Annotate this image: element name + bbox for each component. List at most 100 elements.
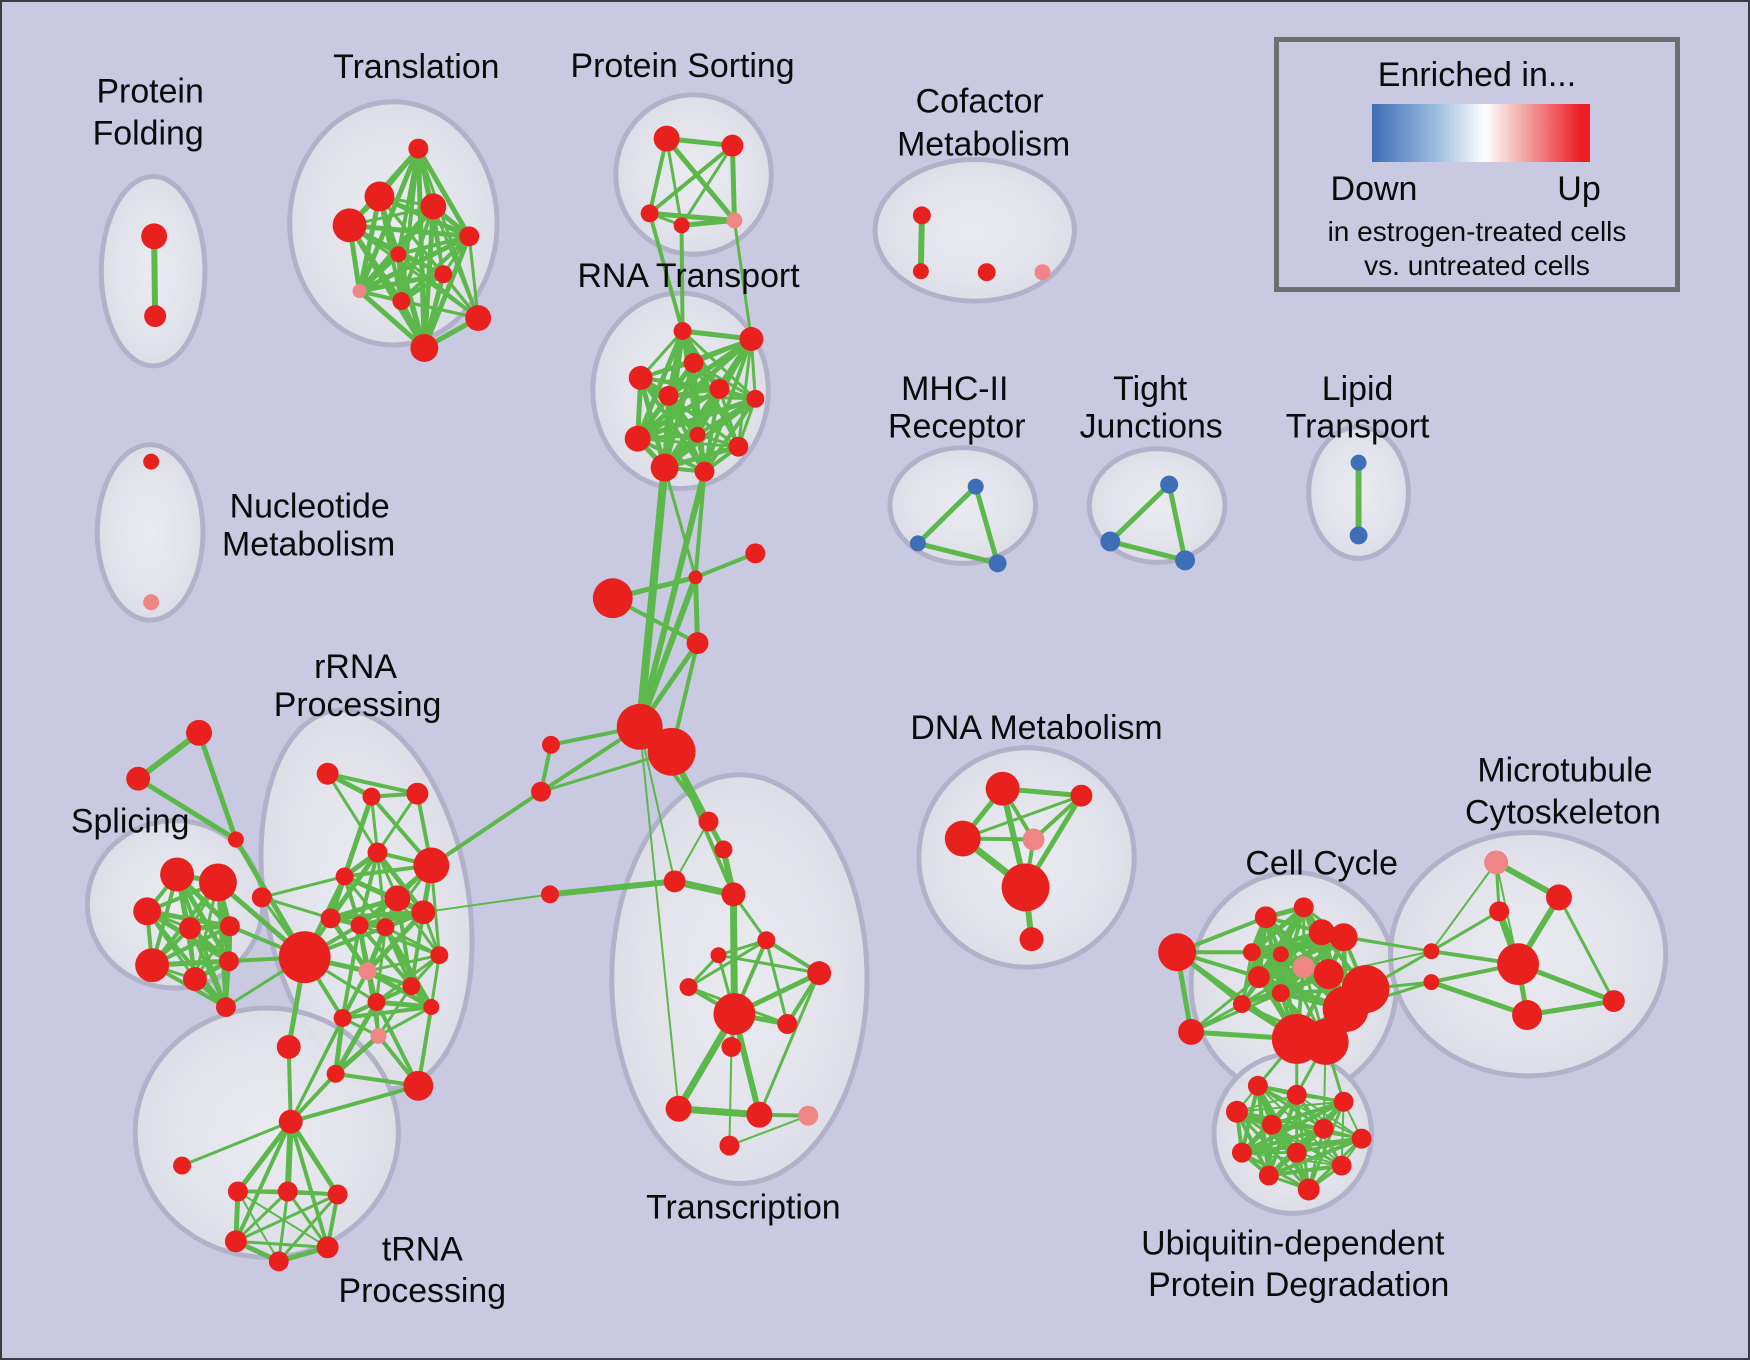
edge-microtubule xyxy=(1430,861,1498,953)
node-red-transcription xyxy=(710,947,727,964)
cluster-microtubule-label-line2: Cytoskeleton xyxy=(1465,794,1661,832)
edge-trna xyxy=(288,1119,341,1197)
node-red-translation xyxy=(392,292,411,311)
edge-mhc xyxy=(915,484,979,546)
node-red-dna xyxy=(1001,863,1050,912)
edge-translation xyxy=(399,299,480,320)
node-red-microtubule xyxy=(1423,943,1440,960)
node-red-rna-transport xyxy=(689,426,706,443)
node-red-transcription xyxy=(679,978,698,997)
node-red-rrna xyxy=(335,867,354,886)
edge-rrna xyxy=(366,953,441,973)
node-red-transcription xyxy=(757,931,776,950)
node-red-rrna xyxy=(406,782,429,805)
node-red-rrna xyxy=(316,762,339,785)
node-blue-tight-junctions xyxy=(1100,531,1121,552)
cluster-mhc-label-line2: Receptor xyxy=(888,408,1025,446)
node-red-rna-transport xyxy=(628,365,653,390)
edge-protein-sorting xyxy=(665,137,684,227)
node-red-transcription xyxy=(721,882,746,907)
node-blue-mhc xyxy=(988,554,1007,573)
node-red-net xyxy=(647,727,696,776)
node-red-splicing xyxy=(135,948,170,983)
node-blue-lipid-transport xyxy=(1350,454,1367,471)
edge-trna xyxy=(286,1044,293,1124)
node-red-net xyxy=(541,735,560,754)
node-blue-lipid-transport xyxy=(1349,526,1368,545)
node-red-splicing xyxy=(133,897,162,926)
edge-translation xyxy=(399,234,472,304)
node-red-translation xyxy=(332,208,367,243)
node-red-transcription xyxy=(665,1095,692,1122)
cluster-protein-sorting-label: Protein Sorting xyxy=(571,47,795,85)
edge-cell-cycle xyxy=(1189,975,1261,1034)
edge-rrna xyxy=(340,923,362,1020)
edge-net xyxy=(693,574,701,646)
node-red-rna-transport xyxy=(658,385,679,406)
edge-link-cell-cycle-microtubule xyxy=(1327,950,1433,976)
cluster-mhc-label: MHC-II xyxy=(901,370,1008,408)
edge-transcription xyxy=(687,938,768,989)
edge-ubiquitin xyxy=(1266,1163,1344,1178)
edge-cell-cycle xyxy=(1189,991,1283,1034)
node-red-trna xyxy=(327,1184,348,1205)
edge-microtubule xyxy=(1429,909,1501,953)
node-red-protein-sorting xyxy=(640,204,659,223)
edge-rrna xyxy=(374,1000,421,1088)
cluster-protein-folding-label: Protein xyxy=(96,73,203,111)
edge-protein-sorting xyxy=(679,217,737,228)
node-red-protein-sorting xyxy=(673,217,690,234)
node-red-rrna xyxy=(430,946,449,965)
node-red-translation xyxy=(420,193,447,220)
node-red-net xyxy=(540,885,559,904)
cluster-microtubule-label: Microtubule xyxy=(1477,752,1652,790)
cluster-tight-junctions-label: Tight xyxy=(1113,370,1188,408)
node-red-rna-transport xyxy=(728,436,749,457)
node-red-cofactor xyxy=(977,263,996,282)
node-red-trna xyxy=(227,1181,248,1202)
node-red-net xyxy=(531,781,551,802)
node-blue-tight-junctions xyxy=(1160,475,1179,494)
cluster-ubiquitin-label-line2: Protein Degradation xyxy=(1148,1266,1449,1304)
node-red-trna xyxy=(224,1230,247,1253)
node-red-microtubule xyxy=(1497,943,1540,986)
edge-rrna xyxy=(333,1015,346,1077)
cluster-nucleotide-ellipse xyxy=(94,442,206,623)
node-red-rrna xyxy=(350,916,369,935)
node-red-rrna xyxy=(333,1009,352,1027)
node-red-rrna xyxy=(278,931,331,984)
node-red-splicing xyxy=(219,916,240,937)
node-red-microtubule xyxy=(1602,990,1625,1013)
cluster-tight-junctions-ellipse xyxy=(1086,446,1228,565)
cluster-translation-label: Translation xyxy=(333,48,499,86)
node-red-rrna xyxy=(251,887,272,908)
node-red-cell-cycle xyxy=(1293,897,1314,918)
edge-rrna xyxy=(328,849,380,921)
edge-trna xyxy=(234,1189,290,1243)
cluster-dna-label: DNA Metabolism xyxy=(910,709,1162,747)
edge-link-protein-sorting-rna-transport xyxy=(679,223,685,334)
node-red-rrna xyxy=(403,1070,434,1101)
edge-rrna xyxy=(365,909,426,974)
edge-link-protein-sorting-rna-transport xyxy=(647,211,685,334)
node-red-rrna xyxy=(362,787,381,806)
edge-rrna xyxy=(340,1005,434,1020)
node-red-rna-transport xyxy=(624,425,651,452)
node-red-dna xyxy=(985,771,1020,806)
node-red-splicing xyxy=(218,951,239,972)
node-red-ubiquitin xyxy=(1231,1142,1252,1163)
edge-mhc xyxy=(973,484,1001,566)
edge-translation xyxy=(396,234,472,257)
edge-ubiquitin xyxy=(1235,1100,1345,1113)
cluster-cofactor-label: Cofactor xyxy=(916,83,1044,121)
node-pink-rrna xyxy=(370,1027,387,1044)
edge-transcription xyxy=(728,1114,810,1147)
node-red-ubiquitin xyxy=(1286,1084,1307,1105)
edge-rna-transport xyxy=(662,396,758,471)
edge-translation xyxy=(357,251,401,294)
node-red-rna-transport xyxy=(673,322,692,341)
node-blue-tight-junctions xyxy=(1175,550,1196,571)
legend-subtitle-line1: in estrogen-treated cells xyxy=(1327,216,1627,247)
node-red-nucleotide xyxy=(143,453,160,470)
